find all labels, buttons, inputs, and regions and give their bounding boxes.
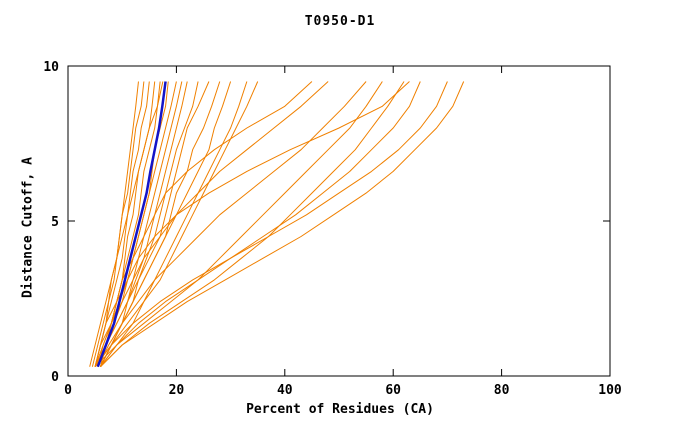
model-line [94,81,329,367]
model-line [94,81,410,367]
model-line [94,81,210,367]
y-tick-label: 5 [51,215,59,230]
model-line [91,81,145,367]
x-tick-label: 100 [598,383,622,398]
model-line [100,81,183,367]
model-line [89,81,164,367]
model-line [100,81,248,367]
plot-frame [67,65,611,377]
best-model-line [96,81,167,368]
x-tick-label: 60 [385,383,401,398]
y-tick-label: 0 [51,370,59,385]
model-line [100,81,367,367]
x-axis-label: Percent of Residues (CA) [246,402,434,417]
model-line [94,81,383,368]
chart-title: T0950-D1 [304,14,376,29]
y-tick-label: 10 [43,60,59,75]
model-line [100,81,465,368]
x-tick-label: 0 [64,383,72,398]
x-tick-label: 80 [494,383,510,398]
model-line [100,81,313,367]
x-tick-label: 40 [277,383,293,398]
model-line [100,81,405,368]
model-line [100,81,421,367]
model-line [94,81,150,367]
model-line [94,81,448,367]
model-line [97,81,232,367]
x-tick-label: 20 [169,383,185,398]
model-line [94,81,259,367]
